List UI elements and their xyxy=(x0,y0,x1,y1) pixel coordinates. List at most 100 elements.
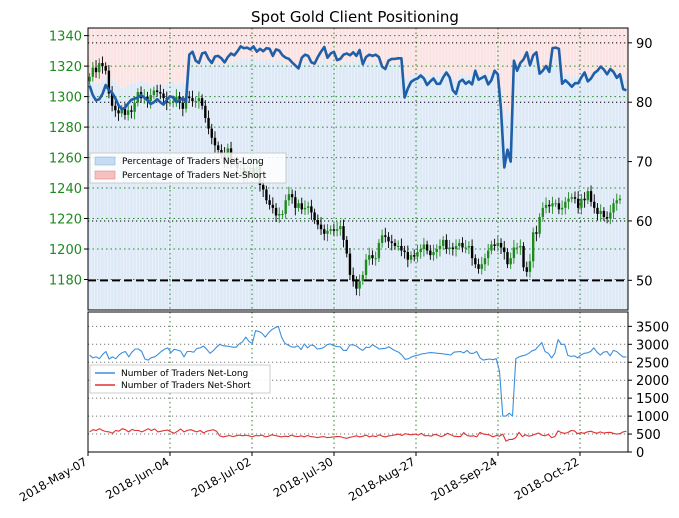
net-short-stripe xyxy=(226,28,230,63)
net-short-stripe xyxy=(97,28,102,83)
net-short-stripe xyxy=(145,28,150,84)
net-long-stripe xyxy=(460,73,465,311)
net-long-stripe xyxy=(422,73,426,311)
net-short-stripe xyxy=(454,28,458,81)
net-short-stripe xyxy=(544,28,548,68)
net-long-stripe xyxy=(248,59,253,310)
candle-body xyxy=(319,224,323,230)
candle-body xyxy=(480,264,483,269)
net-short-stripe xyxy=(493,28,497,70)
net-long-stripe xyxy=(232,62,237,310)
candle-body xyxy=(107,70,111,94)
candle-body xyxy=(358,281,361,289)
candle-body xyxy=(560,207,564,210)
net-short-stripe xyxy=(554,28,558,59)
pct-net-long-polyline xyxy=(88,45,627,169)
net-short-stripe xyxy=(361,28,365,67)
candle-body xyxy=(441,239,445,246)
net-short-stripe xyxy=(284,28,288,64)
candle-body xyxy=(181,102,185,109)
net-long-stripe xyxy=(419,71,423,311)
net-short-stripe xyxy=(386,28,391,65)
candle-body xyxy=(422,244,426,250)
candle-body xyxy=(332,229,336,231)
net-long-stripe xyxy=(187,61,192,311)
candle-body xyxy=(384,235,387,237)
candle-body xyxy=(416,252,419,257)
net-long-stripe xyxy=(435,75,439,311)
date-tick-label: 2018-Sep-24 xyxy=(429,454,500,503)
legend-swatch-net-short xyxy=(94,170,116,180)
net-short-stripe xyxy=(123,28,127,87)
net-long-stripe xyxy=(197,65,201,311)
net-short-stripe xyxy=(470,28,475,76)
net-short-stripe xyxy=(171,28,176,83)
net-short-stripe xyxy=(255,28,259,61)
date-tick-label: 2018-Aug-27 xyxy=(346,454,417,503)
net-short-stripe xyxy=(345,28,349,62)
candle-body xyxy=(351,274,355,282)
candle-body xyxy=(329,229,332,231)
net-long-stripe xyxy=(280,62,285,310)
legend-label-net-long: Percentage of Traders Net-Long xyxy=(122,157,264,167)
candle-body xyxy=(368,255,371,260)
candle-body xyxy=(152,90,156,96)
net-short-stripe xyxy=(579,28,584,73)
net-short-stripe xyxy=(287,28,291,64)
net-short-stripe xyxy=(521,28,526,65)
count-tick-label: 0 xyxy=(636,446,644,461)
net-long-stripe xyxy=(605,71,610,311)
candle-body xyxy=(303,207,307,210)
net-short-stripe xyxy=(592,28,597,71)
net-short-stripe xyxy=(306,28,311,63)
count-tick-label: 3500 xyxy=(636,320,669,335)
count-net-short-line xyxy=(89,428,627,442)
net-long-stripe xyxy=(547,70,552,310)
candle-body xyxy=(503,247,506,253)
net-long-stripe xyxy=(611,70,616,310)
legend-swatch-net-long xyxy=(94,156,116,166)
candle-body xyxy=(287,194,291,201)
net-short-stripe xyxy=(213,28,217,63)
net-short-stripe xyxy=(293,28,298,67)
price-tick-label: 1300 xyxy=(49,91,82,106)
top-panel-frame xyxy=(87,27,629,311)
candle-body xyxy=(316,220,320,225)
candle-body xyxy=(204,105,207,118)
net-short-stripe xyxy=(515,28,520,70)
net-short-stripe xyxy=(258,28,262,60)
net-short-stripe xyxy=(599,28,603,68)
net-short-stripe xyxy=(229,28,233,62)
net-long-stripe xyxy=(210,65,214,311)
candle-body xyxy=(191,98,194,102)
net-long-stripe xyxy=(142,82,147,310)
candle-body xyxy=(335,229,339,231)
count-tick-label: 2000 xyxy=(636,374,669,389)
net-short-stripe xyxy=(422,28,426,74)
count-axis: 3500 3000 2500 2000 1500 1000 500 0 xyxy=(628,320,669,461)
net-short-stripe xyxy=(129,28,134,84)
candle-body xyxy=(499,242,503,248)
net-long-stripe xyxy=(473,69,478,310)
candle-body xyxy=(306,206,310,208)
net-long-stripe xyxy=(139,81,143,311)
candle-body xyxy=(261,185,265,190)
candle-body xyxy=(290,194,294,198)
net-short-stripe xyxy=(573,28,577,76)
candle-body xyxy=(557,203,561,210)
net-short-stripe xyxy=(438,28,442,76)
net-long-stripe xyxy=(415,73,420,311)
candle-body xyxy=(403,250,406,253)
net-short-stripe xyxy=(203,28,208,61)
net-short-stripe xyxy=(200,28,205,62)
net-long-stripe xyxy=(358,59,362,310)
net-long-stripe xyxy=(467,74,471,310)
net-short-stripe xyxy=(329,28,333,62)
candle-body xyxy=(271,204,275,208)
net-short-stripe xyxy=(406,28,410,78)
net-long-stripe xyxy=(560,75,565,311)
net-short-stripe xyxy=(248,28,253,60)
net-long-stripe xyxy=(113,82,118,311)
net-long-stripe xyxy=(235,60,240,311)
net-short-stripe xyxy=(120,28,124,88)
